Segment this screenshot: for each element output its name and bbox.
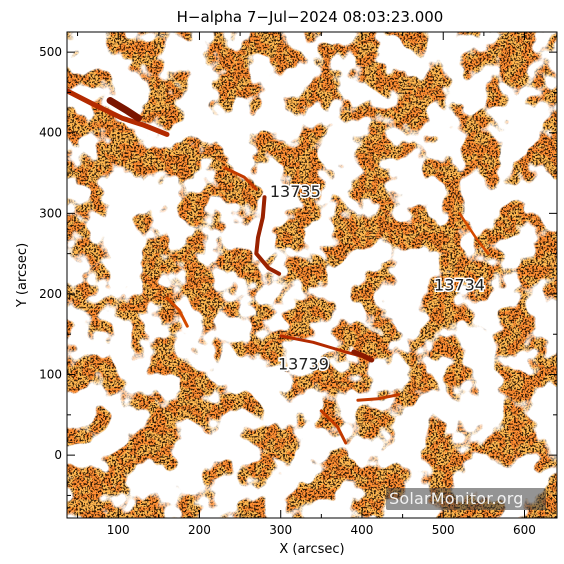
y-axis-ticks: 0 100 200 300 400 500 xyxy=(39,45,557,496)
region-label: 13734 xyxy=(434,276,485,295)
filament xyxy=(254,195,282,276)
y-tick-label: 300 xyxy=(39,206,62,220)
filament xyxy=(224,166,258,191)
filament xyxy=(165,296,189,328)
x-tick-label: 600 xyxy=(513,523,536,537)
x-tick-label: 200 xyxy=(188,523,211,537)
y-tick-label: 200 xyxy=(39,287,62,301)
plot-frame xyxy=(66,31,558,519)
x-axis-label: X (arcsec) xyxy=(279,542,344,557)
chart-title: H−alpha 7−Jul−2024 08:03:23.000 xyxy=(177,8,444,26)
x-tick-label: 300 xyxy=(269,523,292,537)
filament xyxy=(319,409,348,445)
y-tick-label: 0 xyxy=(54,448,62,462)
y-tick-label: 500 xyxy=(39,45,62,59)
x-tick-label: 100 xyxy=(107,523,130,537)
image-area xyxy=(67,32,557,518)
region-labels: 13735 13734 13739 xyxy=(268,181,486,375)
white-plage xyxy=(67,32,557,518)
region-label: 13739 xyxy=(278,355,329,374)
x-axis-ticks: 100 200 300 400 500 600 xyxy=(77,32,536,537)
filament xyxy=(106,97,142,122)
filament xyxy=(356,393,400,402)
x-tick-label: 400 xyxy=(351,523,374,537)
x-tick-label: 500 xyxy=(432,523,455,537)
filaments xyxy=(67,88,490,445)
region-label: 13735 xyxy=(270,182,321,201)
y-tick-label: 400 xyxy=(39,126,62,140)
y-tick-label: 100 xyxy=(39,368,62,382)
watermark: SolarMonitor.org xyxy=(386,488,546,510)
y-axis-label: Y (arcsec) xyxy=(15,243,30,308)
filament xyxy=(67,88,170,137)
filament xyxy=(458,212,490,255)
filament xyxy=(351,349,375,363)
watermark-text: SolarMonitor.org xyxy=(389,489,524,508)
